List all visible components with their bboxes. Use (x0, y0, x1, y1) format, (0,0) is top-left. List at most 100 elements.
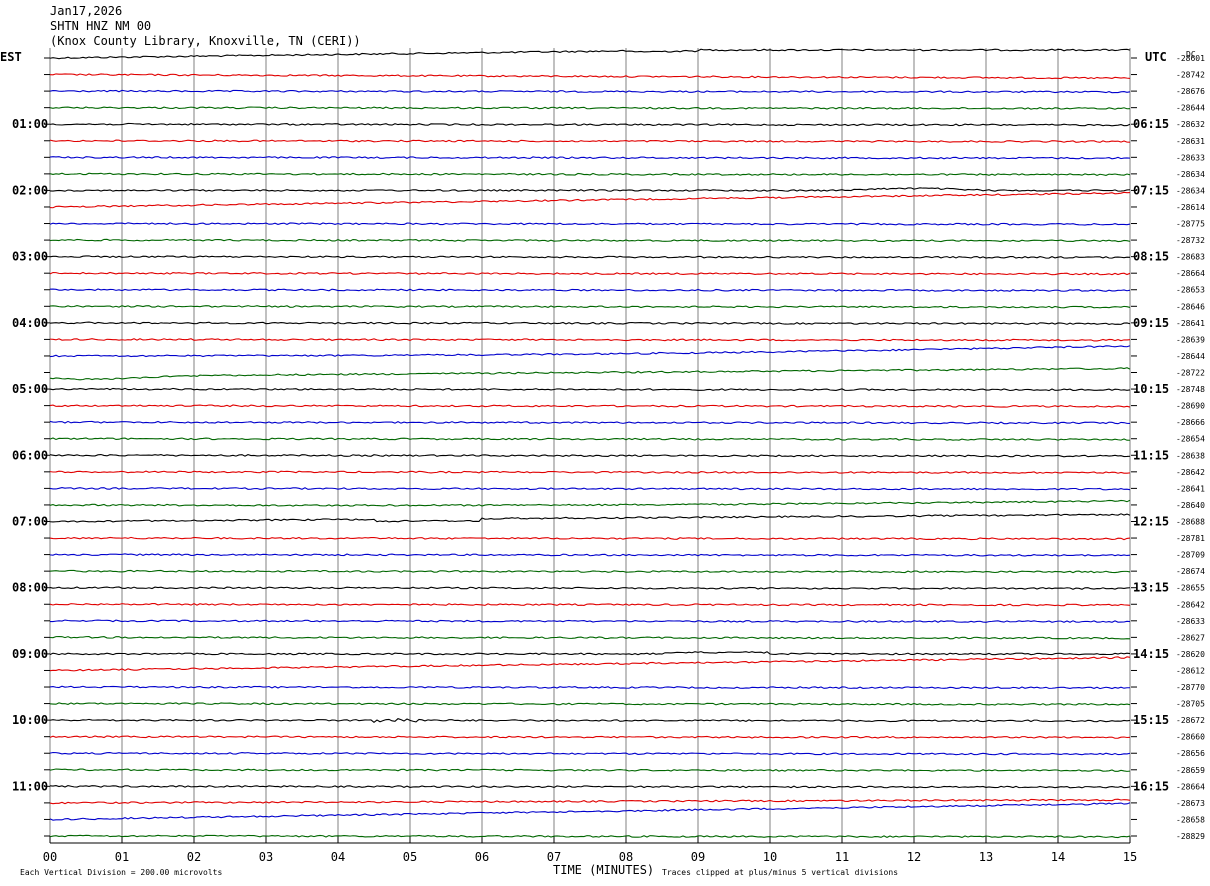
trace-black (49, 255, 1131, 259)
x-tick-label: 07 (547, 850, 561, 864)
trace-red (49, 470, 1131, 474)
dc-offset-label: -28676 (1176, 87, 1205, 96)
right-hour-label: 07:15 (1133, 183, 1169, 197)
trace-red (49, 338, 1131, 342)
trace-blue (49, 345, 1131, 358)
trace-red (49, 139, 1131, 143)
dc-offset-label: -28770 (1176, 683, 1205, 692)
trace-blue (49, 553, 1131, 557)
dc-offset-label: -28781 (1176, 534, 1205, 543)
dc-offset-label: -28742 (1176, 71, 1205, 80)
x-tick-label: 12 (907, 850, 921, 864)
trace-black (49, 321, 1131, 325)
dc-offset-label: -28640 (1176, 501, 1205, 510)
trace-group (49, 48, 1131, 839)
x-tick-label: 04 (331, 850, 345, 864)
x-tick-label: 02 (187, 850, 201, 864)
dc-offset-label: -28634 (1176, 170, 1205, 179)
right-hour-label: 14:15 (1133, 647, 1169, 661)
dc-offset-label: -28656 (1176, 749, 1205, 758)
dc-offset-label: -28722 (1176, 369, 1205, 378)
dc-offset-label: -28658 (1176, 815, 1205, 824)
trace-red (49, 191, 1131, 209)
trace-green (49, 834, 1131, 839)
dc-offset-label: -28601 (1176, 54, 1205, 63)
trace-blue (49, 89, 1131, 94)
dc-offset-label: -28644 (1176, 104, 1205, 113)
dc-offset-label: -28709 (1176, 551, 1205, 560)
right-hour-label: 06:15 (1133, 117, 1169, 131)
dc-offset-label: -28633 (1176, 153, 1205, 162)
header-date: Jan17,2026 (50, 4, 123, 18)
left-hour-label: 05:00 (12, 382, 48, 396)
left-hour-label: 08:00 (12, 581, 48, 595)
trace-green (49, 569, 1131, 574)
clip-note: Traces clipped at plus/minus 5 vertical … (662, 868, 898, 877)
right-hour-label: 12:15 (1133, 514, 1169, 528)
x-tick-label: 08 (619, 850, 633, 864)
trace-black (49, 453, 1131, 458)
trace-blue (49, 156, 1131, 160)
left-hour-label: 10:00 (12, 713, 48, 727)
dc-offset-label: -28690 (1176, 402, 1205, 411)
dc-offset-label: -28642 (1176, 468, 1205, 477)
dc-offset-label: -28633 (1176, 617, 1205, 626)
header-location: (Knox County Library, Knoxville, TN (CER… (50, 34, 361, 48)
trace-black (49, 785, 1131, 789)
left-hour-label: 02:00 (12, 183, 48, 197)
dc-offset-label: -28642 (1176, 600, 1205, 609)
trace-red (49, 73, 1131, 80)
x-axis-title: TIME (MINUTES) (553, 863, 654, 877)
trace-black (49, 651, 1131, 656)
trace-red (49, 735, 1131, 739)
left-hour-labels: 01:00 02:00 03:00 04:00 05:00 06:00 07:00 08:00… (12, 117, 48, 793)
dc-offset-label: -28659 (1176, 766, 1205, 775)
dc-offset-label: -28641 (1176, 484, 1205, 493)
trace-green (49, 172, 1131, 177)
dc-offset-label: -28644 (1176, 352, 1205, 361)
x-tick-label: 10 (763, 850, 777, 864)
left-hour-label: 07:00 (12, 514, 48, 528)
left-hour-label: 01:00 (12, 117, 48, 131)
dc-offset-label: -28620 (1176, 650, 1205, 659)
header-station: SHTN HNZ NM 00 (50, 19, 152, 33)
dc-offset-label: -28653 (1176, 286, 1205, 295)
right-hour-label: 16:15 (1133, 779, 1169, 793)
trace-blue (49, 802, 1131, 821)
x-tick-label: 05 (403, 850, 417, 864)
dc-offset-labels: -28601 -28742 -28676 -28644 -28632 -28631 -286… (44, 54, 1205, 841)
right-hour-labels: 06:15 07:15 08:15 09:15 10:15 11:15 12:15 13:15… (1133, 117, 1169, 793)
left-hour-label: 09:00 (12, 647, 48, 661)
x-tick-label: 14 (1051, 850, 1065, 864)
x-tick-label: 15 (1123, 850, 1137, 864)
trace-red (49, 602, 1131, 607)
left-hour-label: 04:00 (12, 316, 48, 330)
dc-offset-label: -28674 (1176, 567, 1205, 576)
trace-red (49, 404, 1131, 408)
dc-offset-label: -28672 (1176, 716, 1205, 725)
dc-offset-label: -28705 (1176, 700, 1205, 709)
x-tick-label: 06 (475, 850, 489, 864)
dc-offset-label: -28829 (1176, 832, 1205, 841)
trace-red (49, 536, 1131, 541)
dc-offset-label: -28612 (1176, 666, 1205, 675)
trace-blue (49, 222, 1131, 226)
x-tick-label: 01 (115, 850, 129, 864)
trace-black (49, 387, 1131, 392)
dc-offset-label: -28639 (1176, 335, 1205, 344)
trace-green (49, 238, 1131, 243)
right-hour-label: 15:15 (1133, 713, 1169, 727)
left-hour-label: 03:00 (12, 250, 48, 264)
trace-green (49, 768, 1131, 772)
left-hour-label: 11:00 (12, 779, 48, 793)
trace-blue (49, 420, 1131, 425)
dc-offset-label: -28748 (1176, 385, 1205, 394)
dc-offset-label: -28664 (1176, 782, 1205, 791)
dc-offset-label: -28641 (1176, 319, 1205, 328)
dc-offset-label: -28654 (1176, 435, 1205, 444)
dc-offset-label: -28638 (1176, 451, 1205, 460)
x-tick-labels: 00 01 02 03 04 05 06 07 08 09 10 11 12 13 14 15 (43, 850, 1137, 864)
trace-red (49, 271, 1131, 276)
trace-black (49, 122, 1131, 127)
